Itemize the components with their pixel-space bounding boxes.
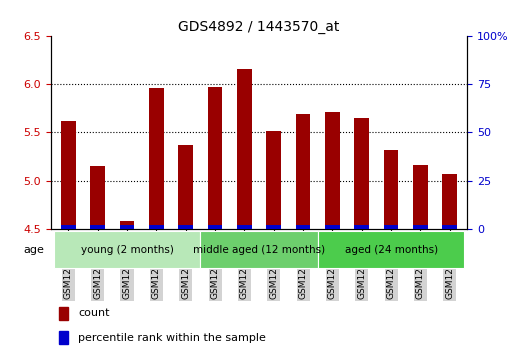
Bar — [61, 121, 76, 229]
Title: GDS4892 / 1443570_at: GDS4892 / 1443570_at — [178, 20, 340, 34]
Bar — [237, 225, 252, 229]
Bar — [266, 131, 281, 229]
Text: young (2 months): young (2 months) — [81, 245, 174, 254]
Text: middle aged (12 months): middle aged (12 months) — [193, 245, 325, 254]
Bar — [149, 225, 164, 229]
Bar — [355, 118, 369, 229]
Text: aged (24 months): aged (24 months) — [344, 245, 438, 254]
Text: count: count — [78, 308, 109, 318]
FancyBboxPatch shape — [318, 231, 464, 268]
Bar — [61, 225, 76, 229]
Bar — [355, 225, 369, 229]
Bar — [120, 221, 135, 229]
Bar — [325, 225, 340, 229]
Bar — [59, 307, 68, 320]
Bar — [208, 225, 223, 229]
Bar — [384, 225, 398, 229]
Bar — [384, 150, 398, 229]
Bar — [237, 69, 252, 229]
Bar — [266, 225, 281, 229]
Text: age: age — [23, 245, 44, 254]
Bar — [296, 114, 310, 229]
Bar — [413, 225, 428, 229]
FancyBboxPatch shape — [201, 231, 318, 268]
Bar — [59, 331, 68, 344]
Bar — [413, 165, 428, 229]
Bar — [296, 225, 310, 229]
FancyBboxPatch shape — [54, 231, 201, 268]
Bar — [208, 87, 223, 229]
Bar — [178, 145, 193, 229]
Bar — [120, 225, 135, 229]
Bar — [90, 166, 105, 229]
Bar — [149, 88, 164, 229]
Bar — [325, 112, 340, 229]
Bar — [442, 174, 457, 229]
Bar — [90, 225, 105, 229]
Bar — [178, 225, 193, 229]
Text: percentile rank within the sample: percentile rank within the sample — [78, 333, 266, 343]
Bar — [442, 225, 457, 229]
